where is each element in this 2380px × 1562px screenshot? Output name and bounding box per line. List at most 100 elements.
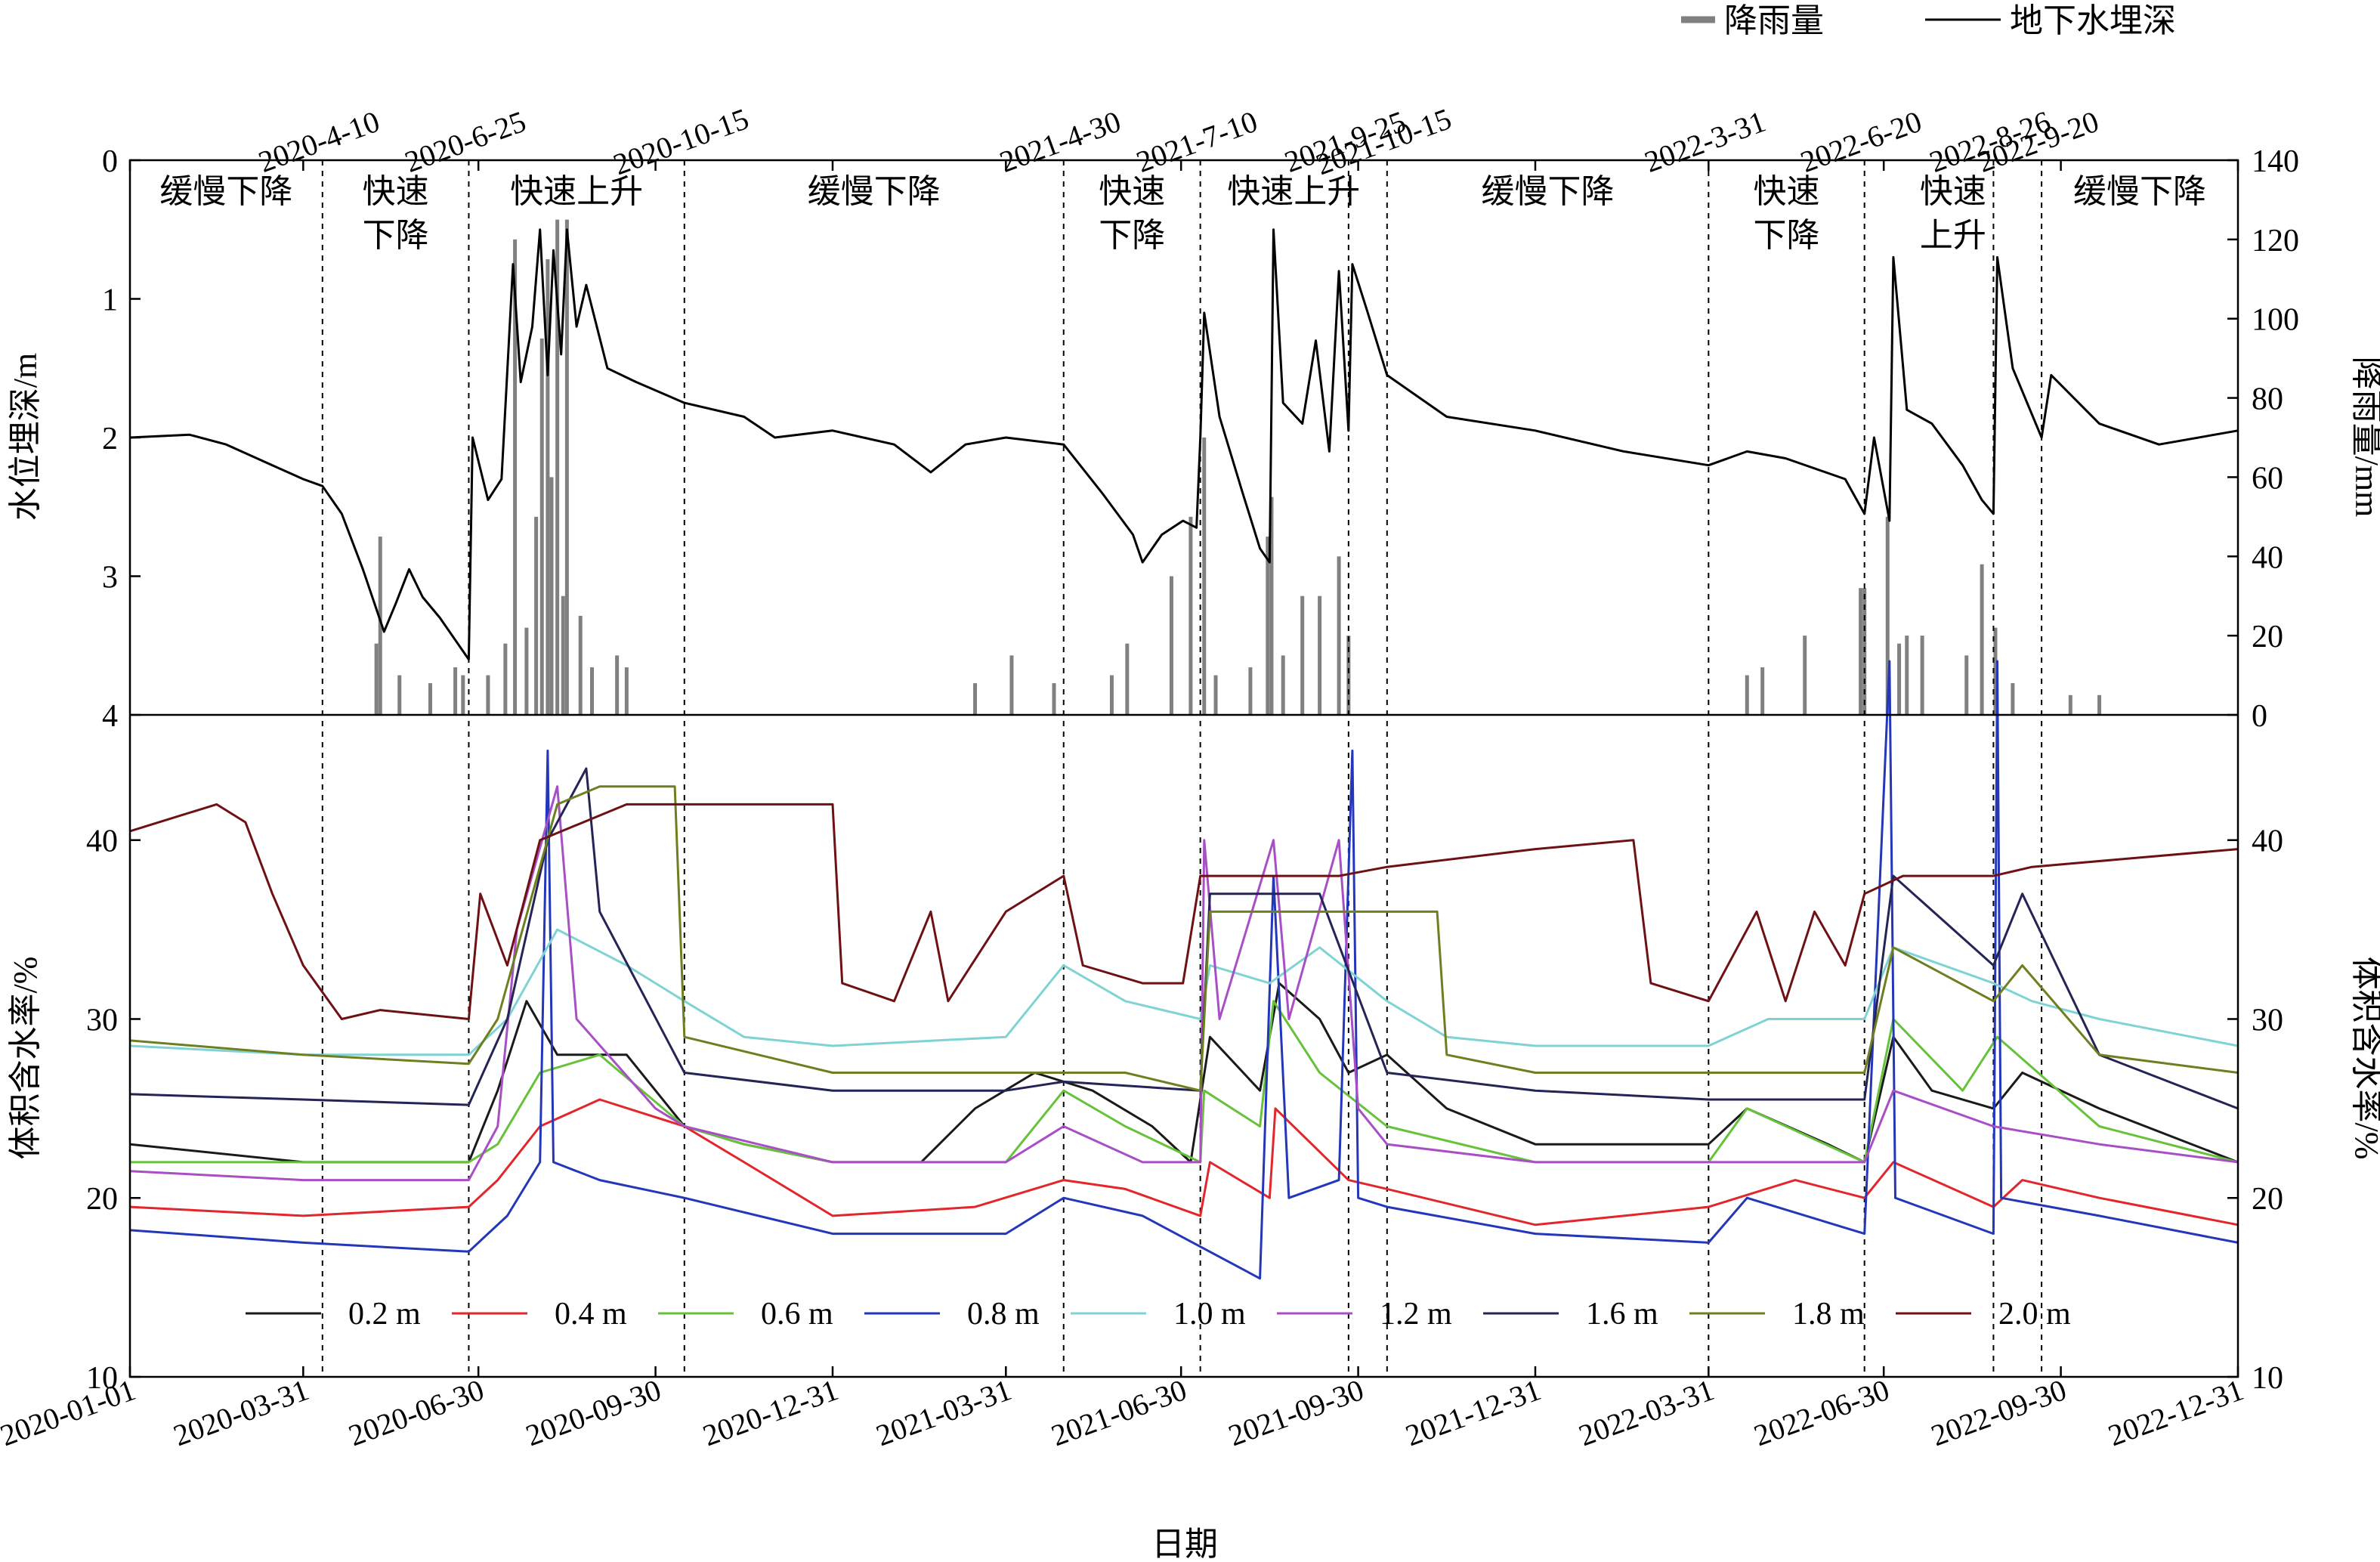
rain-bar bbox=[1905, 636, 1909, 715]
stage-label-line2: 下降 bbox=[363, 217, 429, 254]
rain-bar bbox=[564, 219, 569, 716]
soil-moisture-line bbox=[129, 803, 2239, 1020]
rain-bar bbox=[1009, 655, 1014, 715]
legend-label: 1.0 m bbox=[1173, 1297, 1246, 1332]
date-marker-label: 2020-6-25 bbox=[400, 104, 530, 179]
top-right-ytick-label: 0 bbox=[2252, 699, 2267, 734]
rain-bar bbox=[1281, 655, 1285, 715]
rain-bar bbox=[1803, 636, 1807, 715]
rain-bar bbox=[524, 627, 529, 715]
rain-bar bbox=[546, 259, 550, 716]
bottom-left-ytick-label: 40 bbox=[86, 824, 118, 859]
water-depth-line bbox=[129, 228, 2239, 661]
xtick-label: 2022-12-31 bbox=[2103, 1372, 2248, 1452]
xaxis-title: 日期 bbox=[1151, 1526, 1218, 1562]
legend-label: 0.8 m bbox=[967, 1297, 1040, 1332]
stage-label: 缓慢下降 bbox=[808, 173, 941, 210]
stage-label: 快速 bbox=[1754, 173, 1820, 210]
top-right-ytick-label: 20 bbox=[2252, 620, 2283, 654]
rain-bar bbox=[1920, 636, 1924, 715]
rain-bar bbox=[2011, 683, 2015, 715]
stage-label-line2: 下降 bbox=[1754, 217, 1820, 254]
rain-bar bbox=[1266, 537, 1270, 715]
rain-bar bbox=[1993, 627, 1998, 715]
rain-bar bbox=[1269, 496, 1274, 715]
bottom-left-ytick-label: 30 bbox=[86, 1003, 118, 1038]
soil-moisture-line bbox=[129, 660, 2239, 1280]
top-legend: 降雨量 地下水埋深 bbox=[1681, 2, 2176, 39]
rain-bar bbox=[1248, 667, 1253, 715]
rain-bar bbox=[2068, 694, 2072, 715]
legend-label: 0.4 m bbox=[555, 1297, 627, 1332]
top-left-ytick-label: 0 bbox=[102, 144, 118, 179]
top-left-ytick-label: 3 bbox=[102, 561, 118, 595]
stage-label: 快速 bbox=[363, 173, 429, 210]
xtick-label: 2020-12-31 bbox=[698, 1372, 842, 1452]
rain-bar bbox=[461, 675, 465, 715]
bottom-right-ytick-label: 10 bbox=[2252, 1361, 2283, 1396]
stage-label: 缓慢下降 bbox=[2073, 173, 2206, 210]
rain-bar bbox=[378, 537, 382, 715]
legend-rain-label: 降雨量 bbox=[1724, 2, 1824, 39]
axes-layer bbox=[128, 159, 2239, 1378]
xtick-label: 2021-03-31 bbox=[872, 1372, 1016, 1452]
bottom-left-ytick-label: 10 bbox=[86, 1361, 118, 1396]
legend-label: 1.6 m bbox=[1586, 1297, 1658, 1332]
rain-bar bbox=[1346, 636, 1351, 715]
top-right-ytick-label: 100 bbox=[2252, 303, 2299, 338]
bottom-legend: 0.2 m 0.4 m 0.6 m 0.8 m 1.0 m 1.2 m 1.6 m 1.8 m… bbox=[246, 1297, 2071, 1332]
stage-label: 缓慢下降 bbox=[159, 173, 292, 210]
rain-bar bbox=[1760, 667, 1765, 715]
rain-bar bbox=[486, 675, 490, 715]
rain-bar bbox=[1125, 643, 1130, 715]
rain-bar bbox=[397, 675, 402, 715]
legend-label: 1.8 m bbox=[1792, 1297, 1865, 1332]
rain-bar bbox=[615, 655, 620, 715]
bottom-right-ytick-label: 20 bbox=[2252, 1182, 2283, 1217]
bottom-right-yaxis-title: 体积含水率/% bbox=[2348, 957, 2380, 1160]
rain-bar bbox=[1980, 564, 1984, 715]
rain-bar bbox=[428, 683, 432, 715]
xtick-label: 2020-09-30 bbox=[521, 1372, 666, 1452]
rain-bar bbox=[534, 516, 539, 715]
top-right-yaxis-title: 降雨量/mm bbox=[2348, 357, 2380, 518]
plot-frame bbox=[128, 159, 2239, 1378]
date-marker-labels: 2020-4-10 2020-6-25 2020-10-15 2021-4-30 202… bbox=[254, 101, 2103, 181]
date-marker-label: 2021-7-10 bbox=[1132, 104, 1262, 179]
top-right-ytick-label: 60 bbox=[2252, 461, 2283, 496]
rain-bar bbox=[539, 338, 544, 715]
stage-label: 缓慢下降 bbox=[1482, 173, 1615, 210]
top-left-ytick-label: 4 bbox=[102, 699, 118, 734]
xtick-label: 2020-01-01 bbox=[0, 1372, 140, 1452]
soil-moisture-line bbox=[129, 767, 2239, 1110]
rain-bar bbox=[2097, 694, 2102, 715]
legend-label: 0.6 m bbox=[761, 1297, 833, 1332]
legend-label: 1.2 m bbox=[1380, 1297, 1452, 1332]
rain-bar bbox=[578, 615, 583, 715]
bottom-left-ytick-label: 20 bbox=[86, 1182, 118, 1217]
rain-bar bbox=[1202, 438, 1207, 715]
date-marker-label: 2020-10-15 bbox=[609, 101, 753, 181]
rain-bar bbox=[1859, 588, 1863, 715]
soil-moisture-line bbox=[129, 785, 2239, 1092]
rain-bar bbox=[1964, 655, 1969, 715]
rain-bar bbox=[561, 595, 565, 715]
legend-water-label: 地下水埋深 bbox=[2010, 2, 2176, 39]
rain-bar bbox=[1109, 675, 1114, 715]
legend-label: 2.0 m bbox=[1998, 1297, 2071, 1332]
bottom-right-ytick-label: 40 bbox=[2252, 824, 2283, 859]
top-right-ytick-label: 140 bbox=[2252, 144, 2299, 179]
rain-bar bbox=[624, 667, 629, 715]
date-marker-label: 2022-3-31 bbox=[1640, 104, 1770, 179]
rain-bar bbox=[1169, 576, 1173, 715]
rain-bar bbox=[973, 683, 978, 715]
rain-bar bbox=[1300, 595, 1305, 715]
xtick-label: 2022-06-30 bbox=[1749, 1372, 1893, 1452]
stage-boundary-lines bbox=[321, 160, 2043, 1377]
top-left-yaxis-title: 水位埋深/m bbox=[7, 353, 44, 521]
rain-bar bbox=[1897, 643, 1902, 715]
xtick-label: 2021-09-30 bbox=[1224, 1372, 1368, 1452]
